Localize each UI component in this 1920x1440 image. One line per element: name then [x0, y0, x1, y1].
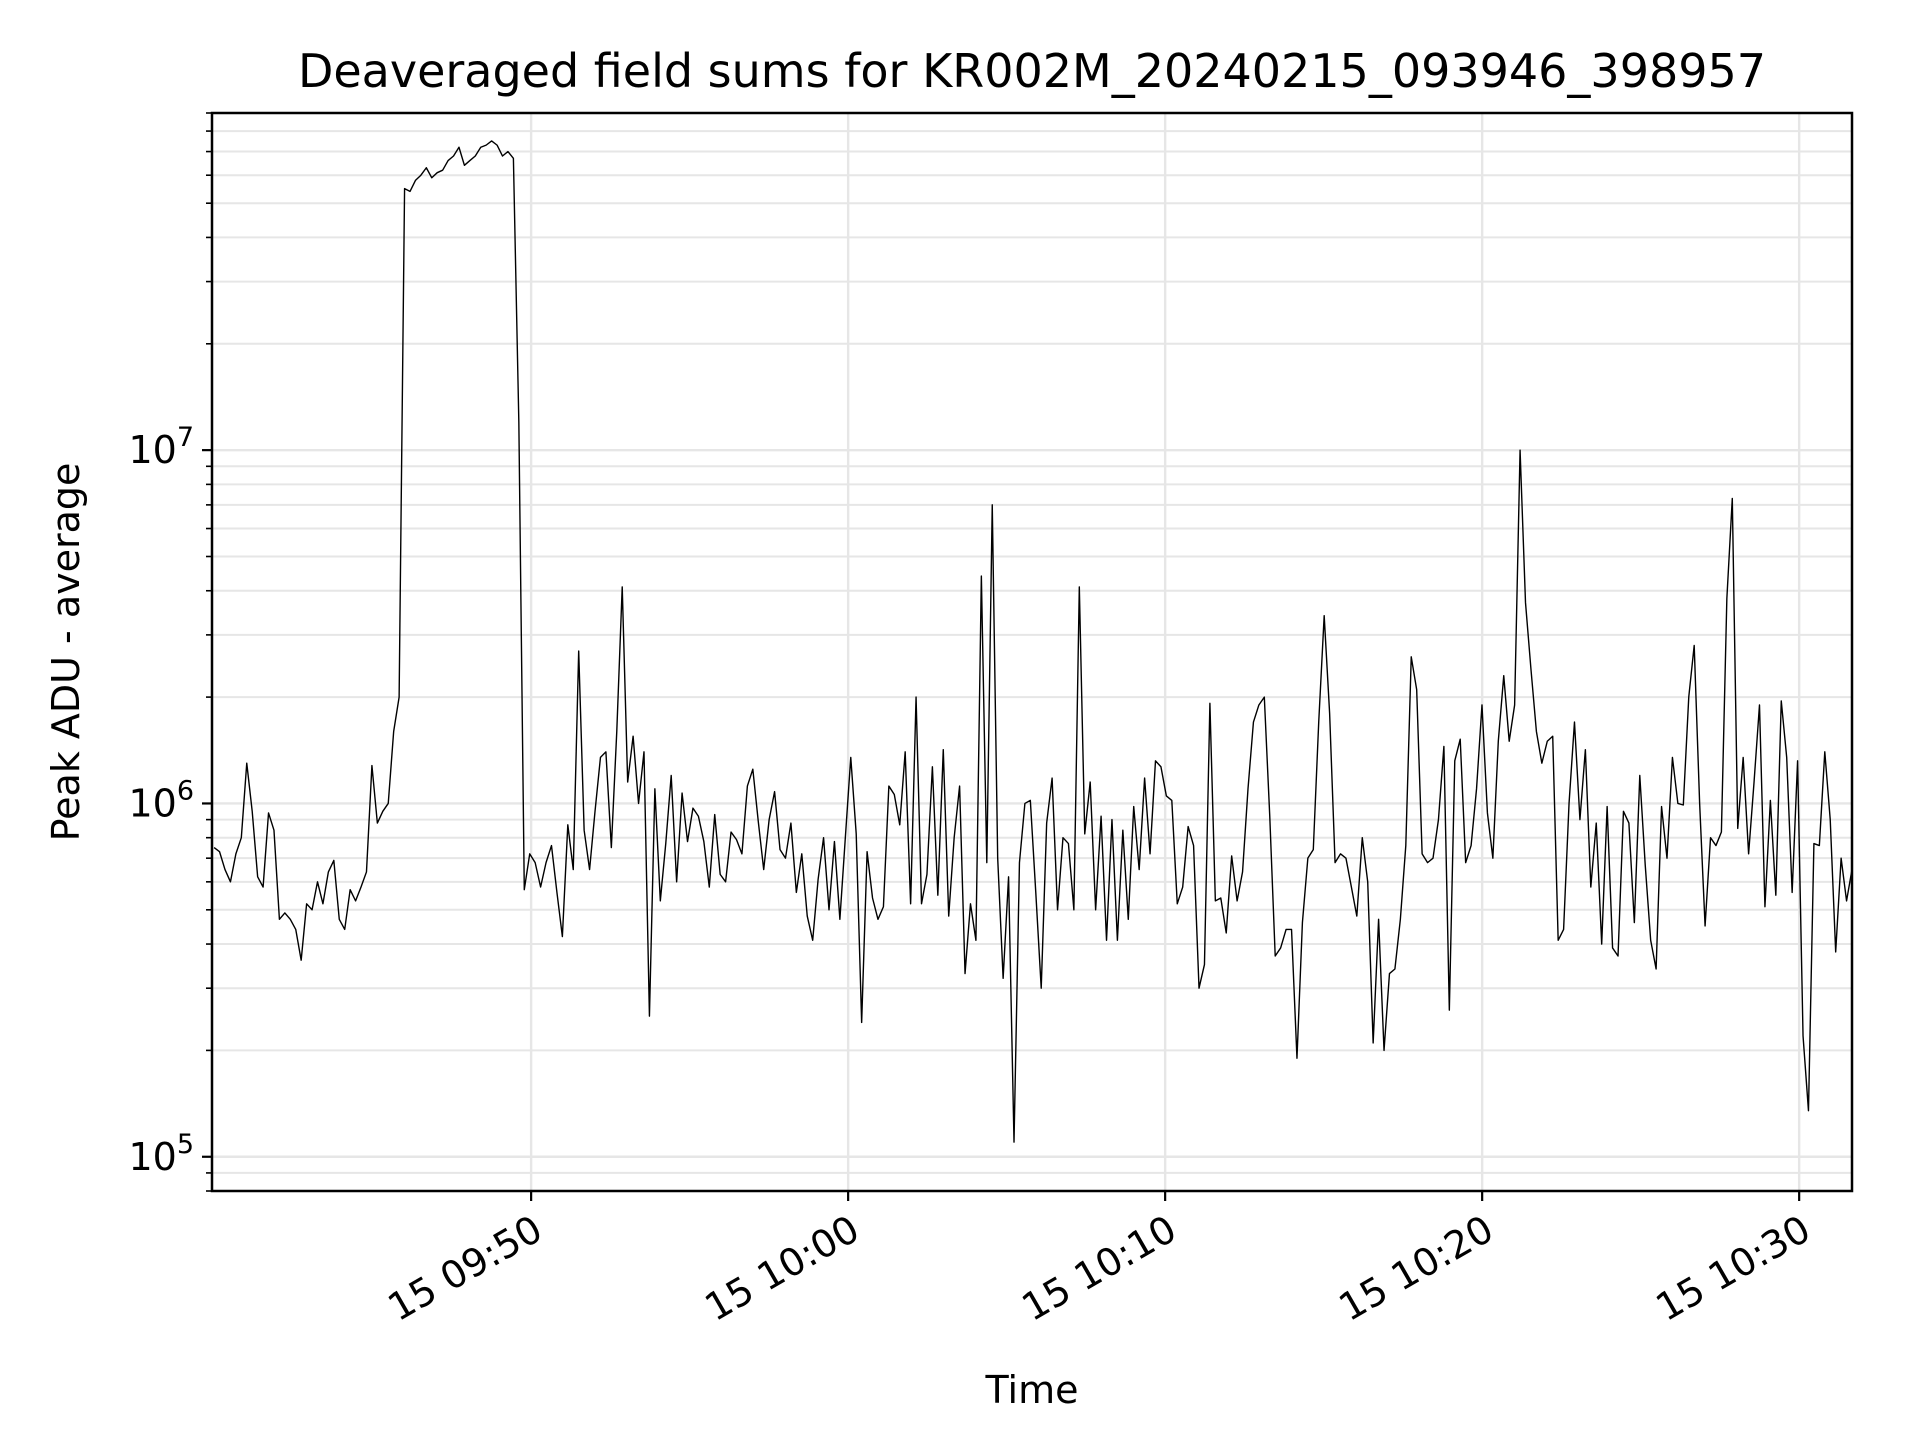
- y-tick-exponent: 6: [177, 775, 194, 806]
- y-tick-base: 10: [128, 1135, 176, 1179]
- chart-title: Deaveraged field sums for KR002M_2024021…: [298, 44, 1766, 98]
- y-tick-base: 10: [128, 428, 176, 472]
- y-tick-label: 106: [128, 775, 194, 825]
- x-axis-label: Time: [985, 1368, 1079, 1412]
- plot-area-frame: [210, 111, 1854, 1193]
- y-tick-label: 107: [128, 422, 194, 472]
- y-axis-label: Peak ADU - average: [44, 463, 88, 842]
- series-line: [213, 140, 1853, 1143]
- y-tick-exponent: 7: [177, 422, 194, 453]
- y-tick-base: 10: [128, 781, 176, 825]
- plot-series: [213, 140, 1853, 1143]
- y-tick-exponent: 5: [177, 1129, 194, 1160]
- y-tick-label: 105: [128, 1129, 194, 1179]
